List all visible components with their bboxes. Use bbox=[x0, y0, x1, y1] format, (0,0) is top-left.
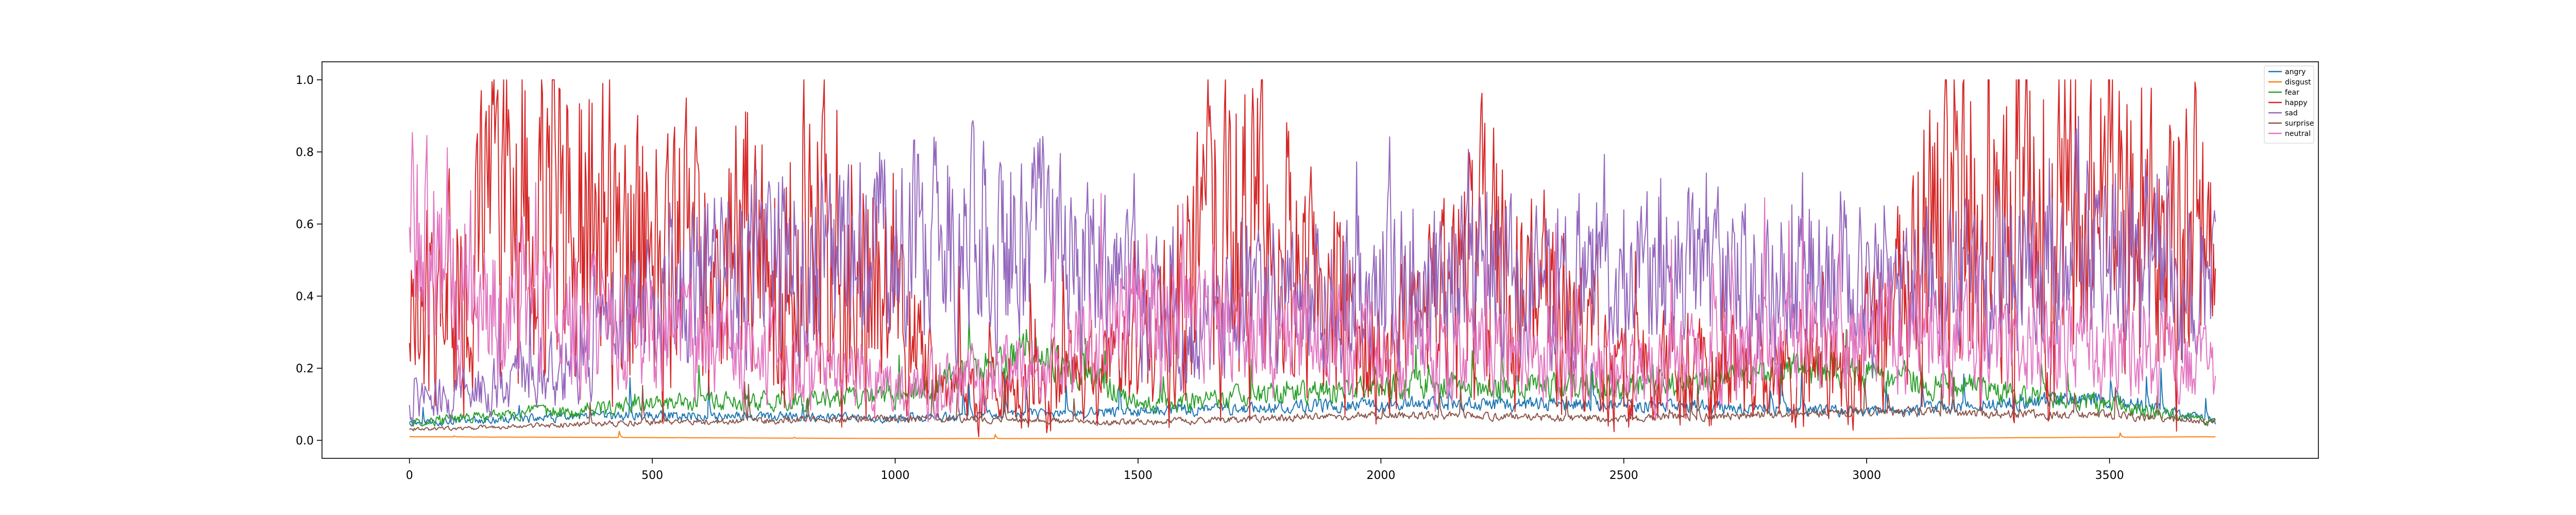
x-tick-label: 3500 bbox=[2095, 469, 2124, 482]
y-tick-label: 0.2 bbox=[296, 363, 314, 375]
series-line-fear bbox=[409, 311, 2216, 427]
legend-label: happy bbox=[2285, 99, 2308, 107]
y-tick-label: 1.0 bbox=[296, 74, 314, 87]
legend-entry-disgust: disgust bbox=[2268, 78, 2311, 87]
y-tick: 0.8 bbox=[296, 146, 322, 159]
y-tick-label: 0.8 bbox=[296, 146, 314, 159]
series-line-disgust bbox=[409, 431, 2216, 439]
legend-box bbox=[2264, 65, 2314, 144]
legend-entry-fear: fear bbox=[2268, 89, 2299, 97]
series-line-sad bbox=[409, 116, 2216, 425]
x-tick-label: 1000 bbox=[881, 469, 910, 482]
x-tick: 2500 bbox=[1609, 458, 1638, 482]
series-line-surprise bbox=[409, 377, 2216, 432]
y-tick: 0.2 bbox=[296, 363, 322, 375]
x-tick-label: 3000 bbox=[1852, 469, 1881, 482]
x-tick: 1500 bbox=[1124, 458, 1153, 482]
x-tick-label: 1500 bbox=[1124, 469, 1153, 482]
y-tick-label: 0.6 bbox=[296, 218, 314, 231]
legend-label: neutral bbox=[2285, 130, 2311, 138]
legend-entry-neutral: neutral bbox=[2268, 130, 2311, 138]
y-tick-label: 0.4 bbox=[296, 290, 314, 303]
y-tick: 0.0 bbox=[296, 435, 322, 448]
y-tick: 0.4 bbox=[296, 290, 322, 303]
legend-entry-sad: sad bbox=[2268, 109, 2298, 117]
x-tick: 3000 bbox=[1852, 458, 1881, 482]
legend-entry-angry: angry bbox=[2268, 68, 2306, 76]
x-axis: 0 500 1000 1500 2000 2500 3000 3500 bbox=[406, 458, 2124, 482]
x-tick: 2000 bbox=[1366, 458, 1395, 482]
legend-label: fear bbox=[2285, 89, 2299, 97]
x-tick: 500 bbox=[641, 458, 663, 482]
legend-label: surprise bbox=[2285, 119, 2314, 128]
x-tick-label: 2500 bbox=[1609, 469, 1638, 482]
legend-entry-happy: happy bbox=[2268, 99, 2308, 107]
legend-label: disgust bbox=[2285, 78, 2311, 87]
series-layer bbox=[409, 79, 2216, 439]
x-tick-label: 2000 bbox=[1366, 469, 1395, 482]
plot-border bbox=[321, 61, 2319, 459]
legend-label: sad bbox=[2285, 109, 2298, 117]
legend-label: angry bbox=[2285, 68, 2306, 76]
x-tick: 3500 bbox=[2095, 458, 2124, 482]
x-tick: 1000 bbox=[881, 458, 910, 482]
y-tick-label: 0.0 bbox=[296, 435, 314, 448]
legend-entry-surprise: surprise bbox=[2268, 119, 2314, 128]
y-axis: 0.0 0.2 0.4 0.6 0.8 1.0 bbox=[296, 74, 322, 448]
axes-frame bbox=[321, 61, 2319, 459]
legend: angry disgust fear happy sad surprise ne… bbox=[2264, 65, 2314, 144]
x-tick-label: 0 bbox=[406, 469, 413, 482]
y-tick: 1.0 bbox=[296, 74, 322, 87]
x-tick-label: 500 bbox=[641, 469, 663, 482]
y-tick: 0.6 bbox=[296, 218, 322, 231]
x-tick: 0 bbox=[406, 458, 413, 482]
series-line-neutral bbox=[409, 132, 2216, 422]
